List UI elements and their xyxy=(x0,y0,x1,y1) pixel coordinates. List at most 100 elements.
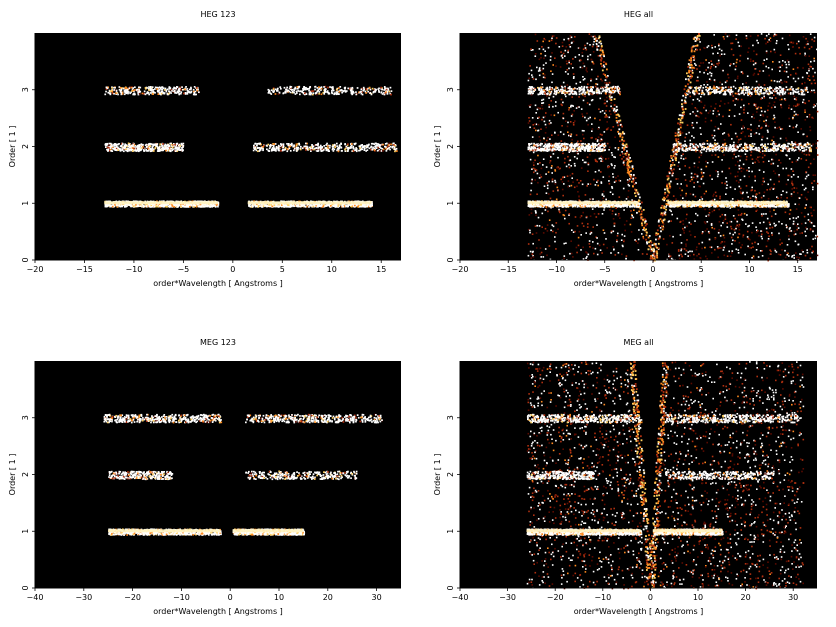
data-point xyxy=(159,89,161,91)
data-point xyxy=(547,224,549,226)
data-point xyxy=(706,258,708,260)
data-point xyxy=(786,140,788,142)
data-point xyxy=(790,209,792,211)
data-point xyxy=(610,106,612,108)
data-point xyxy=(389,149,391,151)
data-point xyxy=(693,137,695,139)
data-point xyxy=(786,67,788,69)
data-point xyxy=(763,178,765,180)
data-point xyxy=(774,127,776,129)
data-point xyxy=(809,116,811,118)
data-point xyxy=(805,255,807,257)
data-point xyxy=(596,224,598,226)
data-point xyxy=(709,232,711,234)
data-point xyxy=(541,252,543,254)
data-point xyxy=(677,178,679,180)
data-point xyxy=(557,157,559,159)
data-point xyxy=(590,183,592,185)
data-point xyxy=(814,174,816,176)
data-point xyxy=(809,221,811,223)
data-point xyxy=(757,157,759,159)
data-point xyxy=(132,90,134,92)
data-point xyxy=(804,216,806,218)
data-point xyxy=(748,103,750,105)
data-point xyxy=(256,143,258,145)
data-point xyxy=(377,147,379,149)
data-point xyxy=(106,149,108,151)
data-point xyxy=(528,255,530,257)
data-point xyxy=(798,47,800,49)
data-point xyxy=(340,147,342,149)
data-point xyxy=(552,231,554,233)
data-point xyxy=(132,147,134,149)
data-point xyxy=(702,242,704,244)
data-point xyxy=(535,34,537,36)
data-point xyxy=(535,215,537,217)
data-point xyxy=(695,196,697,198)
data-point xyxy=(569,167,571,169)
x-tick-label: −20 xyxy=(27,265,44,274)
data-point xyxy=(727,226,729,228)
data-point xyxy=(764,38,766,40)
data-point xyxy=(390,87,392,89)
data-point xyxy=(719,198,721,200)
data-point xyxy=(732,198,734,200)
data-point xyxy=(747,196,749,198)
data-point xyxy=(612,246,614,248)
data-point xyxy=(170,148,172,150)
data-point xyxy=(563,53,565,55)
data-point xyxy=(685,218,687,220)
data-point xyxy=(280,147,282,149)
data-point xyxy=(170,205,172,207)
data-point xyxy=(723,38,725,40)
data-point xyxy=(732,250,734,252)
data-point xyxy=(129,146,131,148)
data-point xyxy=(164,89,166,91)
data-point xyxy=(637,242,639,244)
data-point xyxy=(112,206,114,208)
data-point xyxy=(549,138,551,140)
data-point xyxy=(604,131,606,133)
data-point xyxy=(153,92,155,94)
data-point xyxy=(533,172,535,174)
data-point xyxy=(327,87,329,89)
data-point xyxy=(682,248,684,250)
data-point xyxy=(763,222,765,224)
data-point xyxy=(568,164,570,166)
data-point xyxy=(366,147,368,149)
data-point xyxy=(739,160,741,162)
data-point xyxy=(568,40,570,42)
data-point xyxy=(587,156,589,158)
data-point xyxy=(121,88,123,90)
data-point xyxy=(592,241,594,243)
data-point xyxy=(298,86,300,88)
data-point xyxy=(677,183,679,185)
data-point xyxy=(296,91,298,93)
data-point xyxy=(795,203,797,205)
data-point xyxy=(686,239,688,241)
data-point xyxy=(718,209,720,211)
data-point xyxy=(589,240,591,242)
data-point xyxy=(633,217,635,219)
data-point xyxy=(761,197,763,199)
data-point xyxy=(710,60,712,62)
data-point xyxy=(614,225,616,227)
data-point xyxy=(158,149,160,151)
data-point xyxy=(708,215,710,217)
data-point xyxy=(698,116,700,118)
data-point xyxy=(689,251,691,253)
data-point xyxy=(591,69,593,71)
data-point xyxy=(691,251,693,253)
data-point xyxy=(528,243,530,245)
data-point xyxy=(814,40,816,42)
data-point xyxy=(709,72,711,74)
data-point xyxy=(169,87,171,89)
data-point xyxy=(764,192,766,194)
data-point xyxy=(619,196,621,198)
data-point xyxy=(793,174,795,176)
data-point xyxy=(553,153,555,155)
data-point xyxy=(721,84,723,86)
data-point xyxy=(755,194,757,196)
data-point xyxy=(675,198,677,200)
data-point xyxy=(606,105,608,107)
